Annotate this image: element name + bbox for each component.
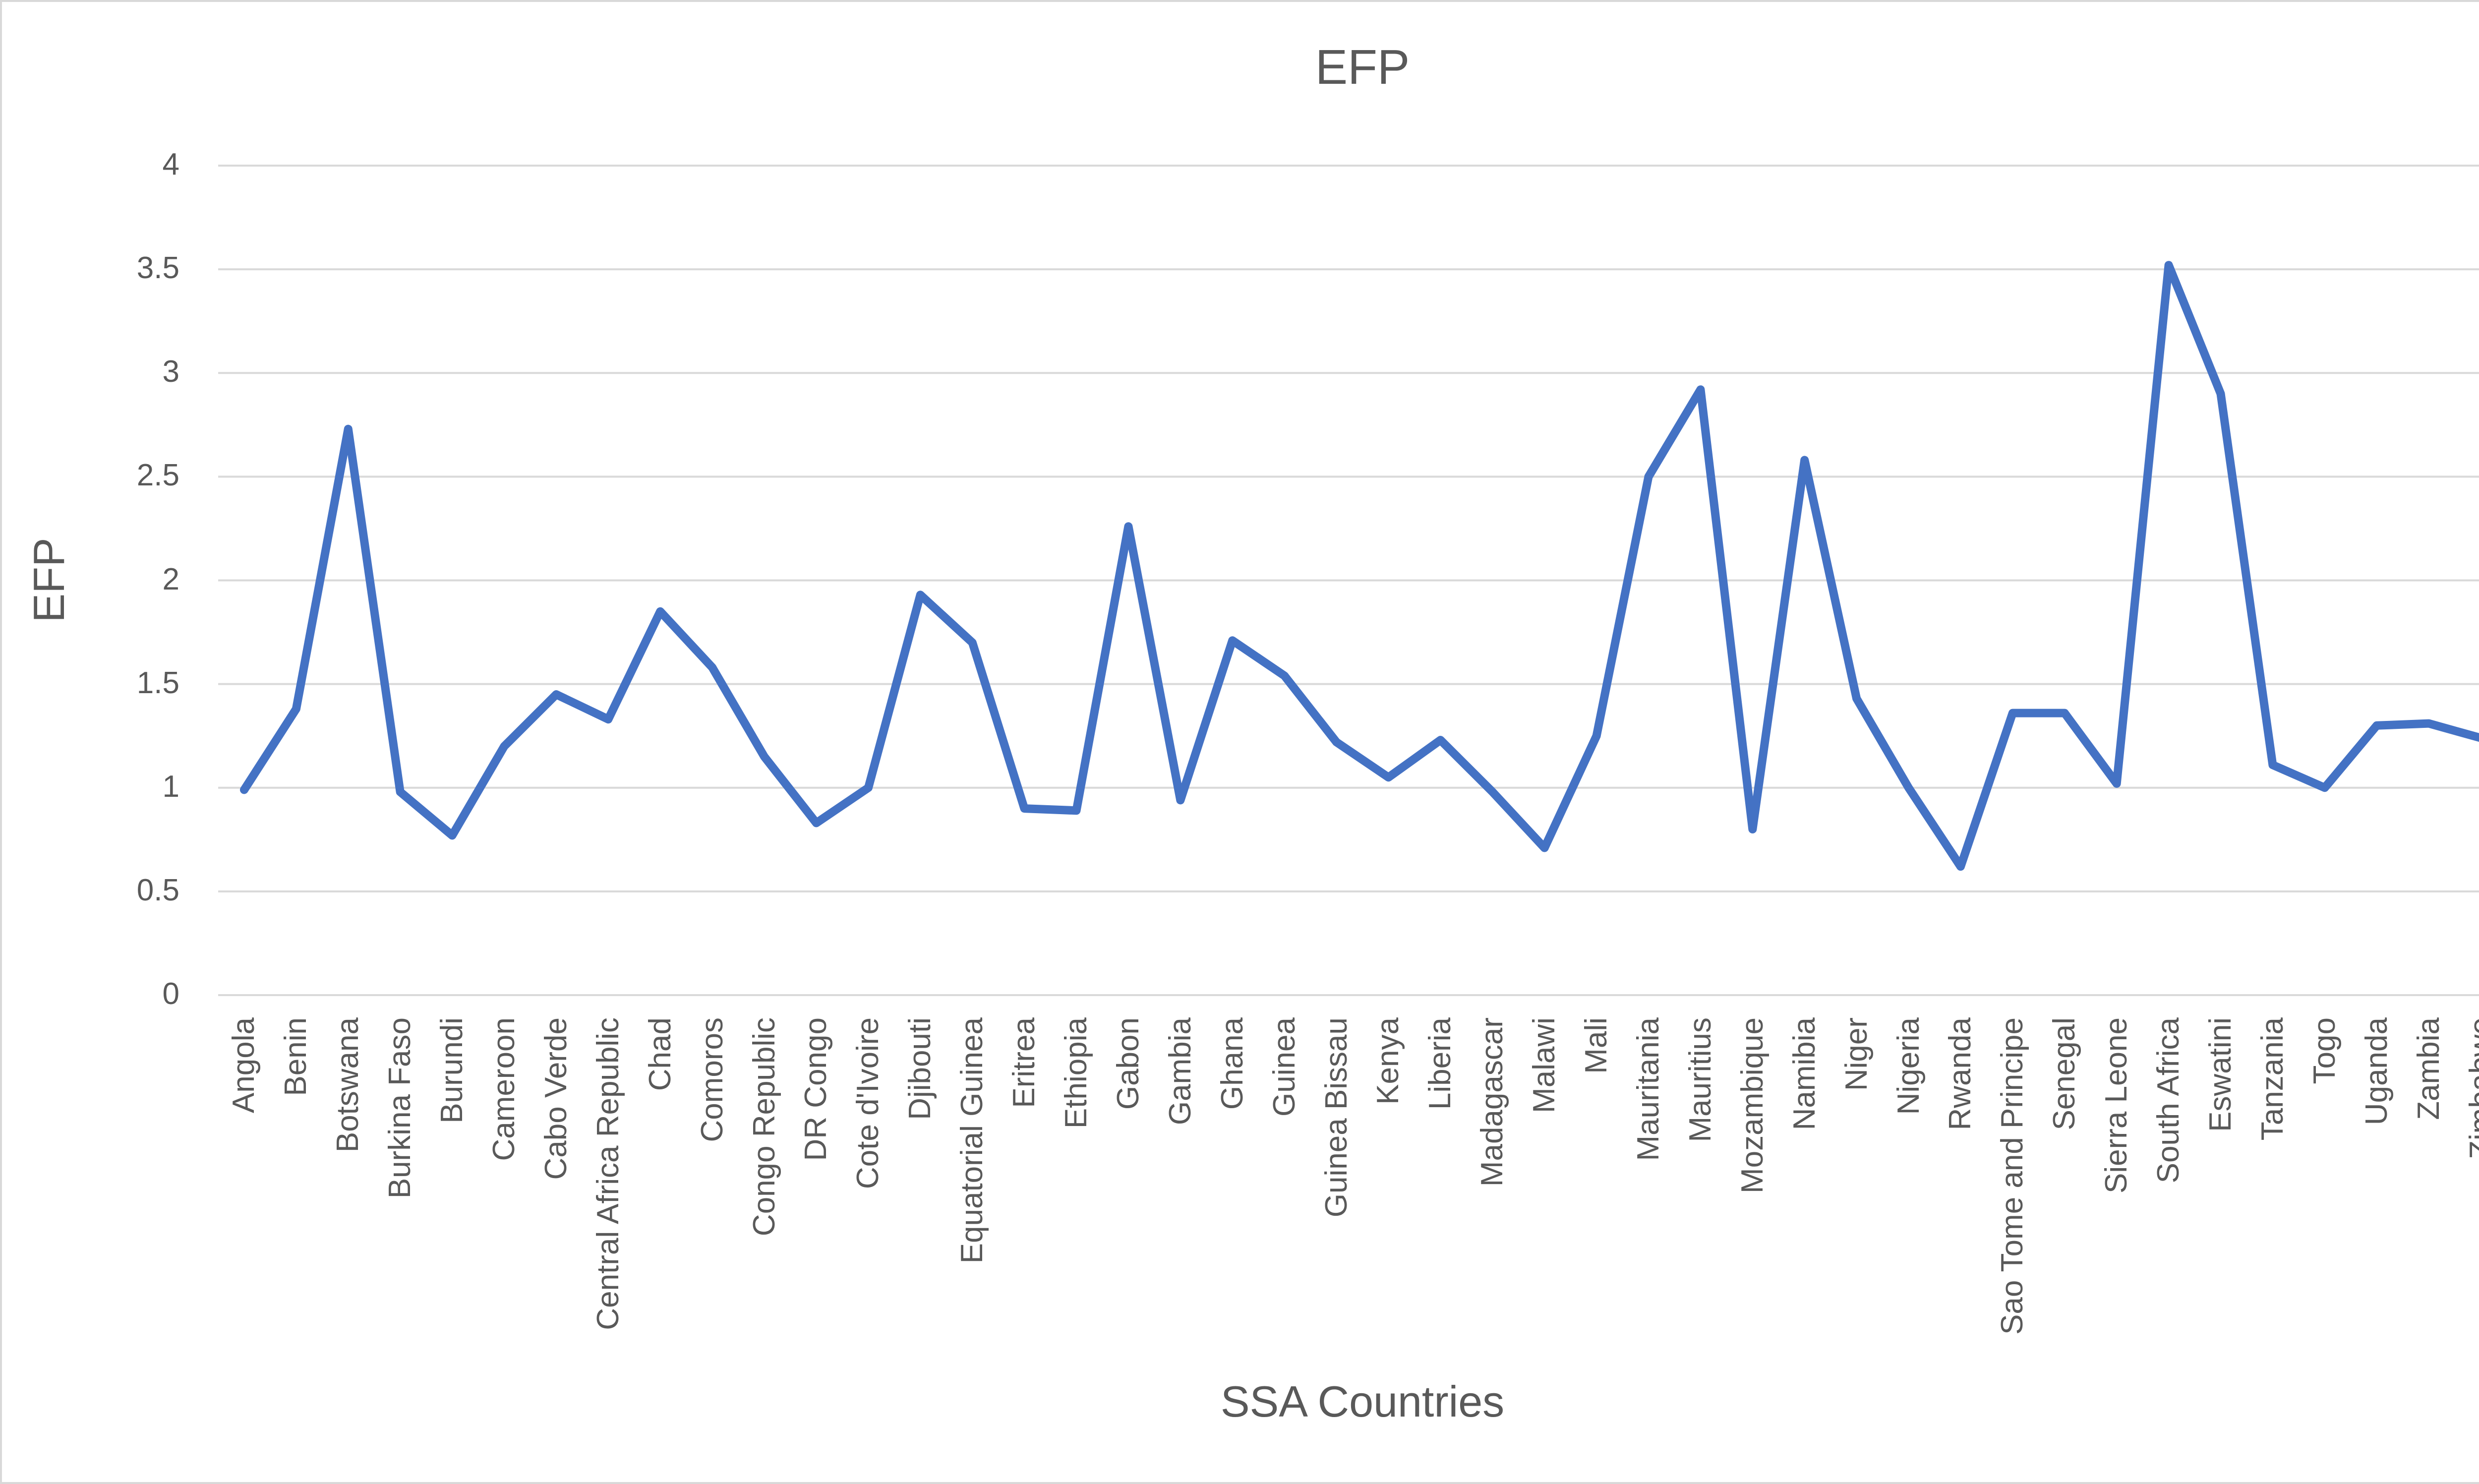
- category-label: Burundi: [435, 1017, 470, 1124]
- category-label: Uganda: [2359, 1017, 2394, 1126]
- y-tick-label: 2: [162, 562, 179, 596]
- efp-series-line: [239, 261, 2479, 871]
- category-label: Togo: [2307, 1017, 2342, 1084]
- category-label: Chad: [643, 1017, 677, 1091]
- category-label: Rwanda: [1943, 1017, 1978, 1130]
- category-label: Nigeria: [1891, 1017, 1926, 1115]
- category-label: Sao Tome and Principe: [1995, 1017, 2030, 1335]
- category-label: Zimbabwe: [2463, 1017, 2479, 1159]
- category-label: Mali: [1579, 1017, 1614, 1074]
- y-tick-label: 0.5: [136, 873, 179, 907]
- category-label: Guinea: [1267, 1017, 1301, 1117]
- category-label: Mozambique: [1735, 1017, 1770, 1193]
- category-label: DR Congo: [799, 1017, 833, 1161]
- category-label: Tanzania: [2255, 1017, 2290, 1141]
- category-label: Kenya: [1371, 1017, 1406, 1105]
- y-tick-label: 3.5: [136, 251, 179, 286]
- category-label: Niger: [1839, 1017, 1874, 1091]
- category-label: Ghana: [1215, 1017, 1249, 1110]
- y-tick-label: 2.5: [136, 458, 179, 493]
- category-label: South Africa: [2151, 1017, 2186, 1184]
- y-tick-label: 3: [162, 355, 179, 389]
- category-label: Mauritius: [1683, 1017, 1717, 1142]
- y-tick-label: 1.5: [136, 665, 179, 700]
- category-label: Senegal: [2047, 1017, 2082, 1130]
- y-tick-label: 4: [162, 147, 179, 181]
- category-label: Guinea Bissau: [1319, 1017, 1354, 1218]
- category-label: Angola: [227, 1017, 261, 1114]
- category-label: Namibia: [1787, 1017, 1822, 1130]
- category-label: Djibouti: [903, 1017, 938, 1120]
- category-label: Benin: [279, 1017, 313, 1096]
- category-label: Comoros: [695, 1017, 729, 1142]
- category-label: Cote d'Ivoire: [851, 1017, 885, 1189]
- category-label: Ethiopia: [1059, 1017, 1093, 1129]
- category-label: Mauritania: [1631, 1017, 1665, 1161]
- chart-title: EFP: [1315, 40, 1410, 94]
- category-label: Malawi: [1527, 1017, 1562, 1113]
- y-tick-label: 0: [162, 977, 179, 1011]
- category-label: Burkina Faso: [383, 1017, 417, 1199]
- category-label: Liberia: [1423, 1017, 1458, 1110]
- category-label: Botswana: [331, 1017, 365, 1153]
- category-label: Eswatini: [2203, 1017, 2238, 1132]
- category-label: Gabon: [1111, 1017, 1145, 1110]
- category-label: Equatorial Guinea: [955, 1017, 990, 1264]
- category-label: Congo Republic: [747, 1017, 781, 1237]
- category-label: Madagascar: [1475, 1017, 1510, 1187]
- category-label: Gambia: [1163, 1017, 1197, 1126]
- category-label: Eritrea: [1007, 1017, 1042, 1108]
- category-label: Central Africa Republic: [590, 1017, 625, 1330]
- category-label: Zambia: [2411, 1017, 2446, 1120]
- y-tick-label: 1: [162, 769, 179, 804]
- category-label: Cameroon: [486, 1017, 521, 1161]
- category-label: Sierra Leone: [2099, 1017, 2134, 1194]
- category-label: Cabo Verde: [538, 1017, 573, 1180]
- x-axis-title: SSA Countries: [1220, 1377, 1505, 1426]
